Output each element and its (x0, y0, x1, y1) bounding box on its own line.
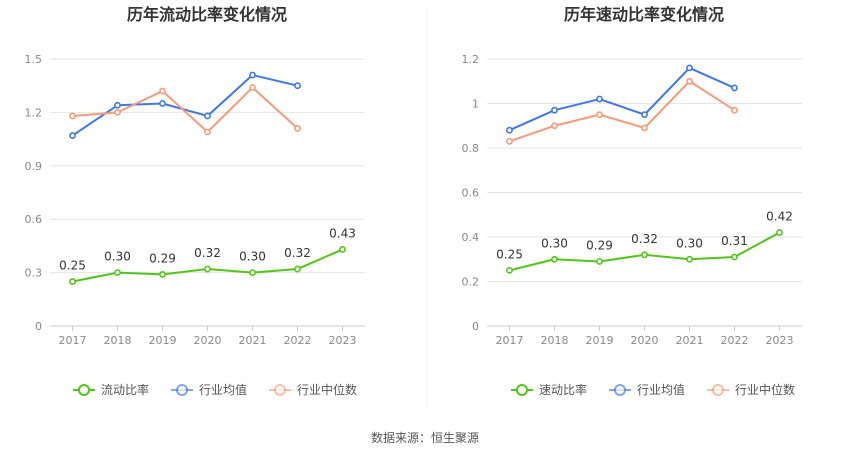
data-point (686, 64, 693, 72)
legend-marker (712, 384, 724, 396)
data-label: 0.32 (631, 232, 658, 246)
data-label: 0.31 (721, 234, 748, 248)
x-tick-label: 2018 (104, 334, 132, 347)
data-point (294, 125, 301, 132)
data-label: 0.25 (59, 259, 86, 273)
legend-label: 行业中位数 (735, 382, 795, 397)
data-label: 0.30 (676, 236, 703, 250)
legend-label: 速动比率 (539, 382, 587, 397)
data-point (204, 128, 211, 136)
legend-marker (274, 384, 286, 396)
data-point (731, 84, 738, 92)
x-tick-label: 2020 (194, 334, 222, 347)
data-label: 0.42 (766, 210, 793, 224)
data-point (159, 270, 166, 278)
legend-marker (614, 384, 626, 396)
data-point (596, 258, 603, 265)
x-tick-label: 2019 (586, 334, 614, 347)
data-label: 0.30 (104, 250, 131, 264)
y-tick-label: 0.6 (462, 187, 480, 200)
data-label: 0.29 (149, 251, 176, 265)
data-point (69, 112, 76, 120)
x-tick-label: 2017 (496, 334, 524, 347)
data-point (506, 137, 513, 145)
y-tick-label: 0.2 (462, 276, 480, 289)
data-point (641, 111, 648, 119)
data-label: 0.30 (541, 236, 568, 250)
data-label: 0.43 (329, 226, 356, 240)
y-tick-label: 0.8 (462, 142, 480, 155)
data-point (506, 266, 513, 274)
legend-label: 流动比率 (101, 382, 149, 397)
chart-title: 历年流动比率变化情况 (127, 5, 287, 24)
data-point (114, 101, 121, 109)
data-point (114, 269, 121, 276)
data-point (249, 84, 256, 91)
data-point (294, 265, 301, 273)
data-point (731, 253, 738, 261)
y-tick-label: 0 (35, 320, 42, 333)
data-point (249, 71, 256, 79)
data-label: 0.32 (194, 246, 221, 260)
x-tick-label: 2021 (239, 334, 267, 347)
y-tick-label: 0 (472, 320, 479, 333)
y-tick-label: 1 (472, 98, 479, 111)
data-point (596, 111, 603, 119)
data-point (294, 82, 301, 90)
chart-title: 历年速动比率变化情况 (564, 5, 724, 24)
legend-marker (78, 384, 90, 396)
data-point (69, 132, 76, 139)
series-line (509, 66, 735, 132)
x-tick-label: 2023 (329, 334, 357, 347)
source-text: 数据来源：恒生聚源 (371, 430, 479, 445)
data-point (159, 87, 166, 95)
data-point (69, 278, 76, 285)
data-point (249, 269, 256, 276)
y-tick-label: 1.5 (25, 53, 43, 66)
data-point (204, 112, 211, 120)
data-point (551, 106, 558, 114)
x-tick-label: 2021 (676, 334, 704, 347)
data-label: 0.30 (239, 250, 266, 264)
data-point (641, 251, 648, 259)
data-point (339, 246, 346, 253)
y-tick-label: 0.9 (25, 160, 43, 173)
data-point (776, 229, 783, 236)
x-tick-label: 2018 (541, 334, 569, 347)
x-tick-label: 2020 (631, 334, 659, 347)
x-tick-label: 2019 (149, 334, 177, 347)
legend-label: 行业中位数 (297, 382, 357, 397)
y-tick-label: 0.4 (462, 231, 480, 244)
y-tick-label: 1.2 (25, 106, 43, 119)
y-tick-label: 0.6 (25, 213, 43, 226)
legend-marker (516, 384, 528, 396)
data-point (551, 122, 558, 130)
series-line (509, 80, 736, 143)
data-label: 0.25 (496, 247, 523, 261)
legend-label: 行业均值 (637, 382, 685, 397)
y-tick-label: 0.3 (25, 267, 43, 280)
legend-marker (176, 384, 188, 396)
y-tick-label: 1.2 (462, 53, 480, 66)
data-point (114, 109, 121, 116)
x-tick-label: 2022 (284, 334, 312, 347)
data-point (641, 124, 648, 132)
data-label: 0.29 (586, 238, 613, 252)
x-tick-label: 2022 (721, 334, 749, 347)
data-point (686, 255, 693, 263)
series-line (71, 74, 298, 137)
x-tick-label: 2023 (766, 334, 794, 347)
data-point (506, 126, 513, 134)
x-tick-label: 2017 (59, 334, 87, 347)
data-point (159, 100, 166, 107)
data-point (204, 265, 211, 273)
data-label: 0.32 (284, 246, 311, 260)
data-point (686, 77, 693, 85)
data-point (731, 106, 738, 114)
series-line (72, 86, 299, 133)
data-point (596, 95, 603, 103)
legend-label: 行业均值 (199, 382, 247, 397)
data-point (551, 255, 558, 263)
